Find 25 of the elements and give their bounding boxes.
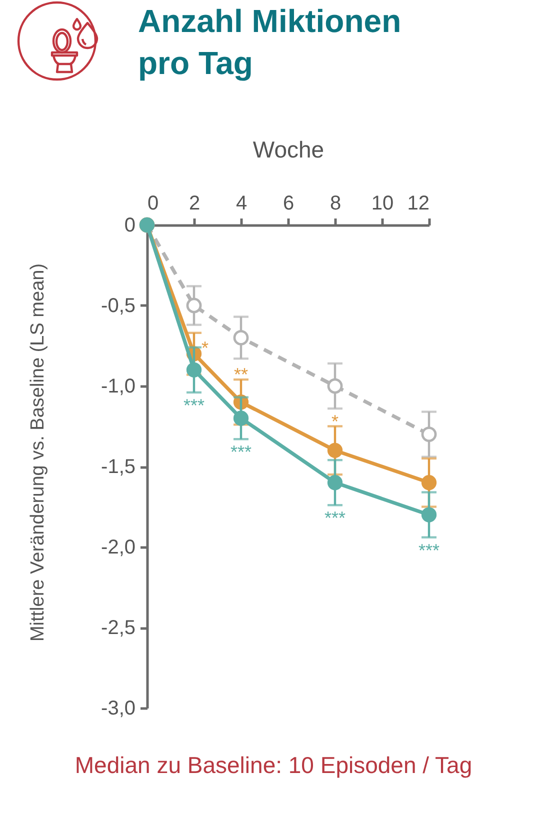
x-tick-label: 6 (282, 192, 294, 214)
annotation: *** (324, 508, 346, 528)
y-tick-label: -2,0 (101, 536, 136, 558)
y-tick-label: -2,5 (101, 617, 136, 639)
text: Median zu Baseline: 10 Episoden / Tag (74, 752, 474, 779)
x-axis-title: Woche (252, 136, 324, 162)
annotation: *** (230, 442, 252, 462)
x-tick-label: 10 (371, 192, 394, 214)
x-tick-label: 0 (148, 192, 159, 214)
annotation: ** (234, 364, 248, 385)
y-tick-label: -3,0 (101, 698, 136, 720)
y-tick-label: -1,0 (101, 376, 136, 398)
x-tick-label: 2 (188, 192, 200, 214)
annotation: * (201, 338, 209, 358)
y-tick-label: -1,5 (101, 456, 136, 478)
annotation: *** (183, 395, 205, 416)
x-tick-label: 12 (407, 192, 430, 214)
annotation: * (331, 411, 339, 432)
x-tick-label: 4 (236, 192, 248, 214)
x-tick-label: 8 (330, 192, 342, 214)
y-axis-title: Mittlere Veränderung vs. Baseline (LS mean) (28, 263, 48, 642)
annotation: *** (418, 540, 440, 560)
y-tick-label: -0,5 (101, 295, 136, 317)
chart-title: Anzahl Miktionen pro Tag (138, 2, 402, 83)
y-tick-label: 0 (124, 214, 136, 236)
